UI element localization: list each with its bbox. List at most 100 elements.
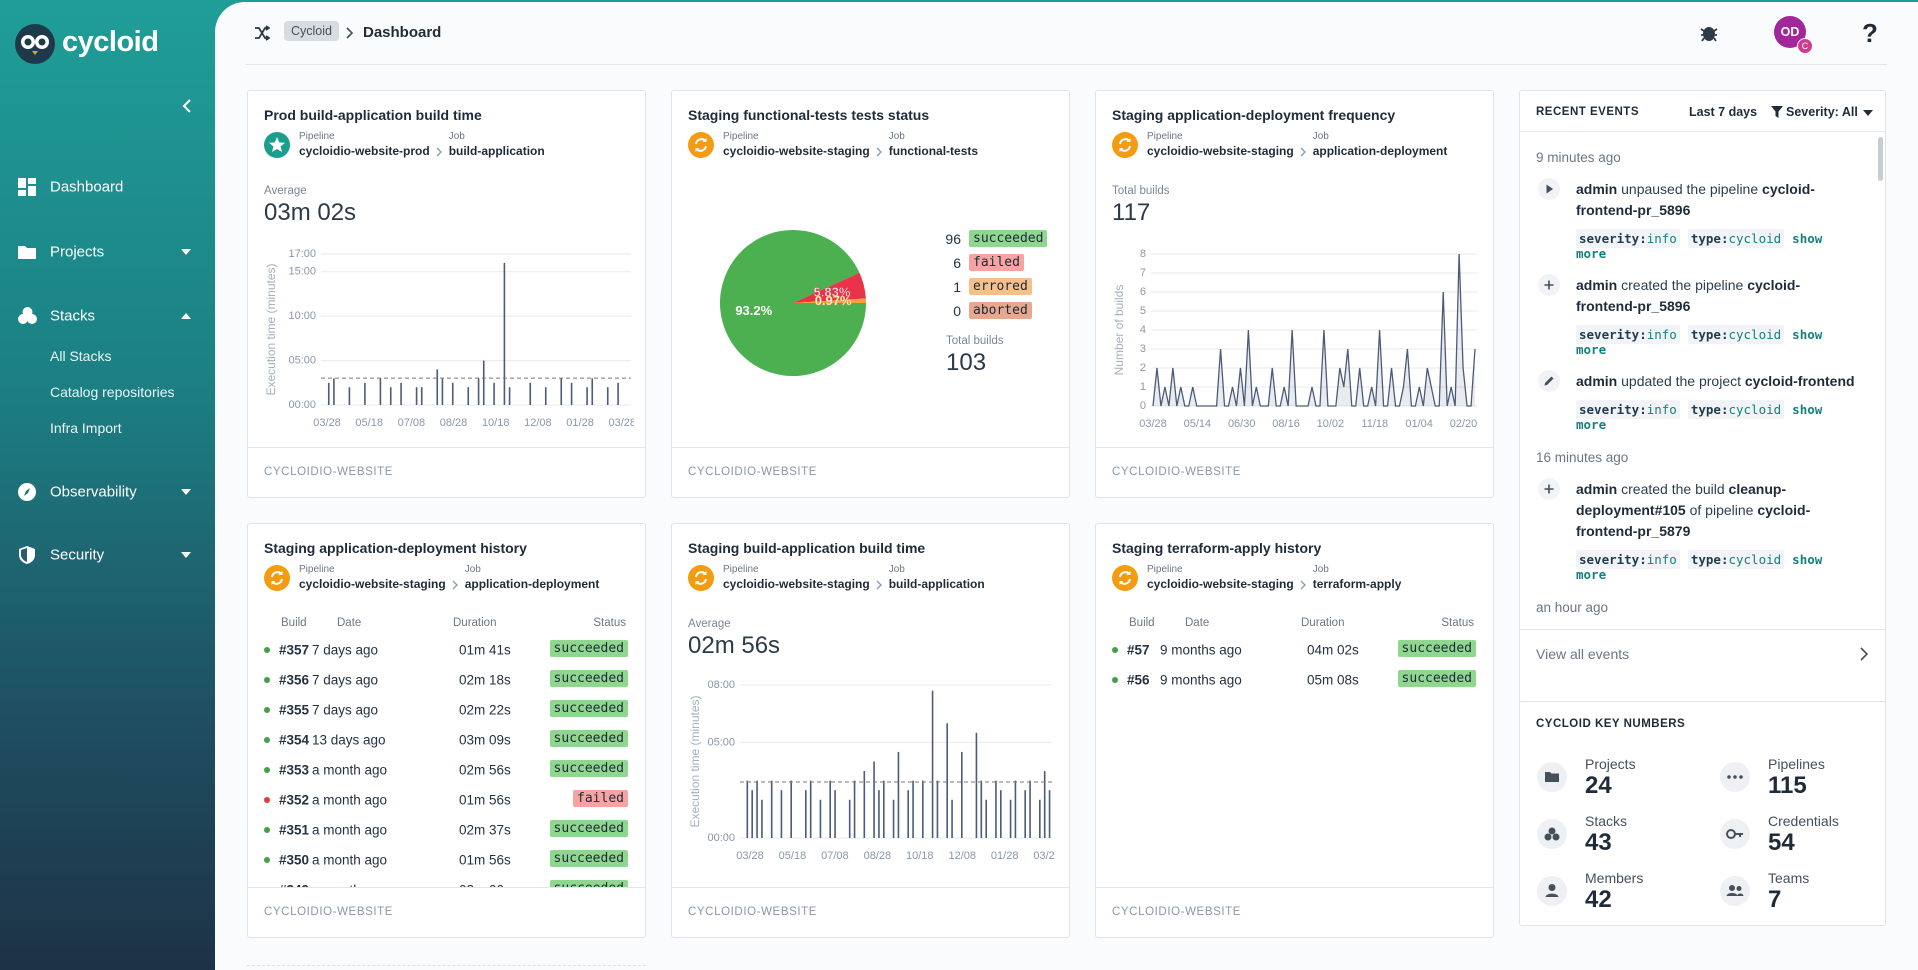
filter-icon-part (1771, 106, 1783, 118)
nav-icon (18, 483, 36, 501)
build-number[interactable]: #56 (1127, 672, 1150, 688)
build-number[interactable]: #355 (279, 702, 310, 718)
events-severity[interactable]: Severity: All (1786, 105, 1858, 119)
tag-key: severity: (1579, 552, 1647, 567)
breadcrumb-current: Dashboard (363, 24, 442, 41)
event-tag: type:cycloid (1687, 550, 1785, 569)
job-name[interactable]: functional-tests (888, 144, 979, 158)
event-text-part: admin (1576, 181, 1618, 197)
view-all-events[interactable]: View all events (1536, 646, 1630, 662)
x-tick-label: 06/30 (1228, 418, 1256, 430)
event-time: 16 minutes ago (1536, 450, 1629, 465)
event-tag: type:cycloid (1687, 400, 1785, 419)
build-duration: 01m 56s (459, 852, 511, 868)
job-name[interactable]: build-application (448, 144, 545, 158)
x-tick-label: 07/08 (821, 850, 849, 862)
show-more[interactable]: show more (1576, 552, 1823, 582)
x-tick-label: 03/28 (736, 850, 764, 862)
build-status: succeeded (549, 730, 628, 747)
pipeline-label: Pipeline (1147, 564, 1183, 575)
nav-item[interactable]: Observability (50, 483, 137, 501)
build-number[interactable]: #352 (279, 792, 310, 808)
build-date: a month ago (312, 792, 388, 808)
bug-icon[interactable] (1700, 23, 1718, 43)
event-text: admin created the pipeline cycloid-front… (1576, 275, 1856, 317)
nav-item[interactable]: Security (50, 546, 105, 564)
nav-icon-part (22, 307, 33, 317)
event-text-part: cleanup-deployment#105 (1576, 481, 1787, 518)
collapse-button-part (182, 99, 191, 113)
show-more[interactable]: show more (1576, 402, 1823, 432)
bar (761, 799, 763, 838)
widget-footer (672, 447, 1069, 448)
build-number[interactable]: #351 (279, 822, 310, 838)
pipeline-name[interactable]: cycloidio-website-staging (1147, 144, 1294, 158)
breadcrumb-chip[interactable]: Cycloid (284, 21, 339, 41)
build-duration: 02m 00s (459, 883, 511, 888)
build-number[interactable]: #353 (279, 762, 310, 778)
pipeline-icon-part (1119, 570, 1131, 585)
severity-caret (1863, 110, 1873, 116)
build-duration: 03m 09s (459, 732, 511, 748)
key-number-icon-part (1544, 833, 1552, 841)
event-icon (1538, 478, 1560, 500)
tag-value: cycloid (1728, 231, 1782, 246)
sub-nav-item[interactable]: All Stacks (50, 348, 112, 364)
pipeline-name[interactable]: cycloidio-website-staging (723, 577, 870, 591)
sub-nav-item[interactable]: Catalog repositories (50, 384, 175, 400)
logo-icon-part (32, 51, 38, 55)
job: Job functional-tests (889, 131, 978, 158)
events-period[interactable]: Last 7 days (1689, 105, 1758, 119)
pipeline: Pipeline cycloidio-website-staging (723, 564, 870, 591)
bar (892, 799, 895, 838)
build-date: 7 days ago (312, 672, 379, 688)
bar (586, 387, 588, 405)
key-number-icon-part (1548, 884, 1556, 891)
source-chevron (1300, 580, 1306, 589)
tag-value: cycloid (1728, 402, 1782, 417)
sub-nav-item[interactable]: Infra Import (50, 420, 122, 436)
shuffle-icon[interactable] (254, 25, 270, 41)
logo-icon-part (24, 38, 32, 46)
chart: 0 1 2 3 4 5 6 7 8 Number of builds 03/28 05/14 06/30… (1112, 248, 1478, 430)
nav-item[interactable]: Projects (50, 243, 105, 261)
x-tick-label: 02/20 (1450, 418, 1478, 430)
build-status: succeeded (1397, 640, 1476, 657)
key-number-label: Teams (1768, 870, 1810, 886)
show-more[interactable]: show more (1576, 231, 1823, 261)
event-item: admin updated the project cycloid-fronte… (1536, 370, 1870, 432)
key-number-icon (1720, 876, 1750, 906)
build-status: succeeded (549, 820, 628, 837)
nav-item[interactable]: Stacks (50, 307, 96, 325)
build-number[interactable]: #354 (279, 732, 310, 748)
key-number-value: 42 (1585, 886, 1612, 913)
job-name[interactable]: application-deployment (1312, 144, 1448, 158)
collapse-button[interactable] (180, 98, 194, 114)
logo-icon (15, 24, 55, 64)
key-number-icon-part (1735, 833, 1743, 837)
pipeline-name[interactable]: cycloidio-website-staging (723, 144, 870, 158)
build-number[interactable]: #350 (279, 852, 310, 868)
job-name[interactable]: application-deployment (464, 577, 600, 591)
pipeline-name[interactable]: cycloidio-website-staging (299, 577, 446, 591)
event-time: an hour ago (1536, 600, 1609, 615)
pipeline-name[interactable]: cycloidio-website-prod (299, 144, 430, 158)
help-button[interactable]: ? (1862, 18, 1878, 48)
y-axis-label: Execution time (minutes) (688, 695, 702, 827)
event-tag: severity:info (1576, 400, 1680, 419)
show-more[interactable]: show more (1576, 327, 1823, 357)
build-number[interactable]: #356 (279, 672, 310, 688)
nav-item[interactable]: Dashboard (50, 178, 124, 196)
build-number[interactable]: #357 (279, 642, 310, 658)
key-number-icon-part (1545, 772, 1559, 782)
pipeline-name[interactable]: cycloidio-website-staging (1147, 577, 1294, 591)
job-name[interactable]: build-application (888, 577, 985, 591)
column-header: Date (337, 617, 362, 629)
nav-icon (18, 307, 37, 324)
job-name[interactable]: terraform-apply (1312, 577, 1402, 591)
build-number[interactable]: #57 (1127, 642, 1150, 658)
widget-footer (248, 887, 645, 888)
widget-footer (248, 447, 645, 448)
x-tick-label: 03/28 (1139, 418, 1167, 430)
build-number[interactable]: #349 (279, 883, 309, 888)
